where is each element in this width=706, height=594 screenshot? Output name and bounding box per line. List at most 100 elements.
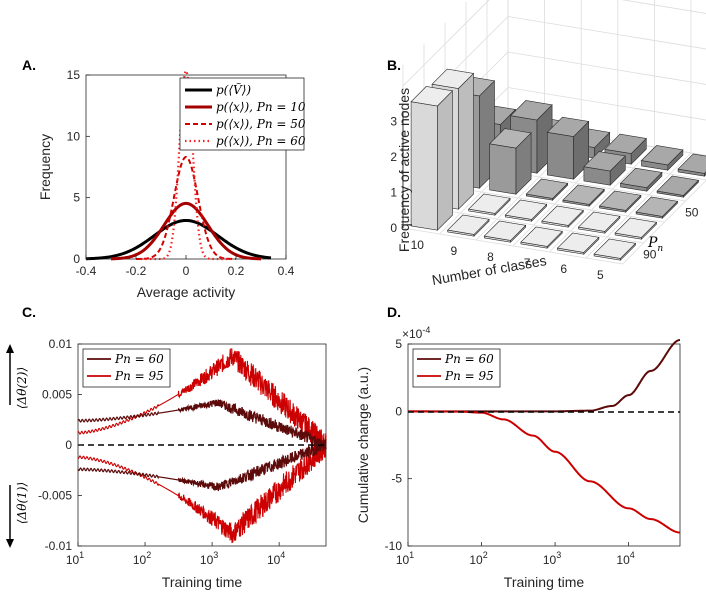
panel-a-legend: p(⟨Ṽ⟩) p(⟨x⟩), Pn = 10 p(⟨x⟩), Pn = 50 p… [179, 77, 306, 151]
panel-c-series-2-bottom [77, 433, 327, 544]
panel-b-bar-top [577, 211, 621, 232]
panel-b-bar-top [483, 220, 527, 241]
legend-a-label-2: p(⟨x⟩), Pn = 10 [216, 100, 306, 114]
panel-d-ytick-label: 0 [395, 404, 402, 418]
legend-d-label-1: Pn = 60 [444, 352, 494, 366]
panel-b-bar [410, 101, 438, 231]
panel-b-bar-top [546, 116, 590, 137]
panel-b-bar-top [614, 217, 658, 238]
panel-a-xtick-label: -0.2 [126, 264, 147, 278]
panel-c-ytick-label: -0.01 [45, 539, 73, 553]
panel-b-bar-top [583, 151, 626, 172]
panel-b-grid-floor [402, 227, 623, 265]
panel-d-label: D. [387, 304, 401, 320]
panel-b-xtick-label: 9 [451, 244, 458, 258]
panel-d-xtick-label: 104 [616, 550, 634, 567]
legend-c-label-1: Pn = 60 [114, 352, 164, 366]
panel-c-series-1-bottom [77, 439, 327, 492]
panel-b-ytick-label: 90 [643, 248, 657, 262]
panel-b-bar-side [437, 90, 453, 231]
panel-c-xtick-label: 104 [267, 550, 285, 567]
panel-b-grid-floor [444, 185, 665, 223]
panel-c-ytick-label: 0 [65, 438, 72, 452]
panel-b-grid-floor [549, 146, 655, 253]
panel-b-grid-back [507, 16, 706, 50]
panel-c-up-arrow-head [6, 344, 14, 353]
panel-b-bar-top [598, 190, 642, 211]
panel-d-xtick-label: 103 [543, 550, 561, 567]
panel-b-xtick-label: 8 [487, 250, 494, 264]
panel-b-bar-side [458, 72, 474, 210]
panel-b-bar [546, 131, 574, 180]
panel-b-bar-top [468, 193, 511, 214]
panel-b-ztick-label: 1 [390, 186, 397, 200]
panel-c-ylabel-top: ⟨Δθ(2)⟩ [15, 367, 29, 409]
panel-c-legend: Pn = 60 Pn = 95 [82, 348, 171, 388]
panel-b-ytick-label: 50 [685, 206, 699, 220]
panel-a-ylabel: Frequency [37, 134, 53, 200]
panel-b-bar-top [504, 199, 548, 220]
panel-b-ztick-label: 2 [390, 150, 397, 164]
panel-b-chart: 01231098765105090 Frequency of active no… [390, 0, 706, 288]
panel-b-bar-top [593, 238, 637, 259]
panel-b-bar-top [562, 184, 605, 205]
panel-c-ylabel-bottom: ⟨Δθ(1)⟩ [15, 482, 29, 524]
panel-b-bar-top [656, 175, 700, 196]
panel-b-grid-back [507, 51, 706, 85]
panel-b-grid-floor [622, 180, 706, 265]
panel-b-bar-top [556, 232, 600, 253]
panel-b-label: B. [387, 57, 401, 73]
panel-c-series-1-top [77, 399, 327, 450]
panel-c-xtick-label: 102 [133, 550, 151, 567]
panel-c-label: C. [22, 304, 36, 320]
panel-d-xtick-label: 102 [469, 550, 487, 567]
panel-a-xtick-label: -0.4 [76, 264, 97, 278]
panel-a-series-3 [136, 156, 236, 260]
panel-b-bar-top [677, 153, 706, 174]
panel-b-xtick-label: 6 [560, 262, 567, 276]
panel-a-xlabel: Average activity [137, 284, 236, 300]
panel-b-xtick-label: 10 [411, 238, 425, 252]
panel-d-chart: 101 102 103 104-10-505 Training time Cumula… [355, 325, 681, 590]
panel-a-series-2 [110, 201, 262, 261]
panel-a-ytick-label: 5 [73, 191, 80, 205]
panel-b-bar-top [520, 226, 563, 247]
panel-c-legend-box [82, 348, 171, 388]
panel-a-xtick-label: 0.4 [278, 264, 295, 278]
panel-b-ztick-label: 3 [390, 115, 397, 129]
panel-d-ylabel: Cumulative change (a.u.) [355, 367, 371, 523]
panel-b-grid-left [402, 0, 490, 87]
panel-a-ytick-label: 10 [67, 129, 81, 143]
panel-c-ytick-label: 0.01 [49, 337, 73, 351]
panel-b-bar-top [489, 128, 532, 149]
panel-b-bar-top [635, 196, 679, 217]
panel-b-grid-back [621, 0, 706, 14]
panel-b-bar-top [604, 133, 647, 154]
panel-b-bar-top [431, 68, 475, 89]
panel-b-xtick-label: 5 [597, 268, 604, 282]
panel-b-grid-floor [585, 152, 692, 259]
panel-d-legend-box [412, 348, 501, 388]
panel-a-series-1 [85, 218, 272, 261]
panel-c-ytick-label: -0.005 [38, 489, 72, 503]
panel-b-bar-top [410, 86, 454, 107]
legend-c-label-2: Pn = 95 [114, 369, 164, 383]
panel-a-chart: -0.4 -0.2 0 0.2 0.4 0 5 10 15 Average activity F… [37, 68, 306, 300]
panel-b-bar [489, 143, 517, 195]
panel-d-xlabel: Training time [504, 574, 585, 590]
panel-b-bar-top [525, 178, 569, 199]
legend-d-label-2: Pn = 95 [444, 369, 494, 383]
legend-a-label-4: p(⟨x⟩), Pn = 60 [216, 134, 306, 148]
panel-c-down-arrow-head [6, 539, 14, 548]
panel-b-grid-floor [423, 206, 644, 244]
panel-d-ytick-label: 5 [395, 337, 402, 351]
panel-b-bar-top [510, 100, 553, 121]
legend-a-label-3: p(⟨x⟩), Pn = 50 [216, 117, 306, 131]
panel-b-bar-top [619, 167, 663, 189]
panel-a-series-4 [141, 69, 231, 261]
panel-a-label: A. [22, 57, 36, 73]
panel-d-ytick-label: -10 [385, 539, 403, 553]
panel-b-bar-top [541, 205, 584, 226]
panel-d-ytick-label: -5 [391, 472, 402, 486]
